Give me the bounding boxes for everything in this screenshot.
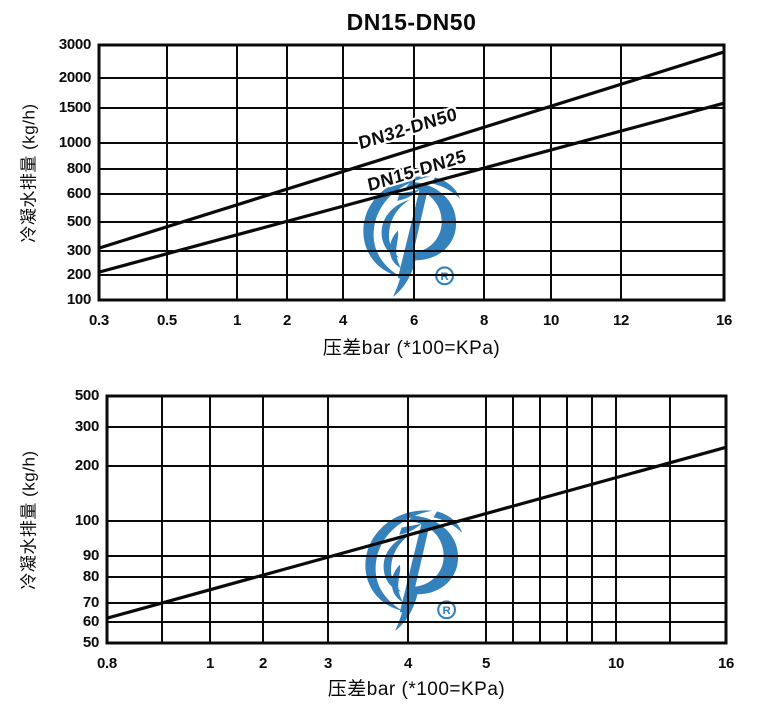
y-tick-label: 500 [74, 387, 99, 404]
x-tick-label: 1 [205, 655, 215, 672]
y-tick-label: 100 [66, 291, 91, 308]
x-axis-title-bottom: 压差bar (*100=KPa) [327, 679, 506, 700]
y-tick-label: 70 [82, 594, 99, 611]
x-tick-label: 0.5 [157, 312, 177, 329]
chart-bottom [105, 394, 728, 645]
y-tick-label: 100 [74, 512, 99, 529]
series-line-DN32-DN50 [98, 50, 725, 250]
y-tick-label: 200 [74, 457, 99, 474]
x-tick-label: 4 [338, 312, 348, 329]
y-tick-label: 60 [82, 613, 99, 630]
y-tick-label: 1000 [58, 134, 91, 151]
x-tick-label: 3 [323, 655, 333, 672]
y-tick-label: 800 [66, 160, 91, 177]
y-tick-label: 50 [82, 634, 99, 651]
y-tick-label: 1500 [58, 99, 91, 116]
plot-border [97, 43, 726, 302]
y-tick-label: 300 [74, 418, 99, 435]
x-tick-label: 12 [612, 312, 630, 329]
chart-title: DN15-DN50 [346, 9, 477, 35]
x-tick-label: 10 [607, 655, 625, 672]
x-tick-label: 4 [403, 655, 413, 672]
x-tick-label: 2 [258, 655, 268, 672]
y-tick-label: 2000 [58, 69, 91, 86]
y-tick-label: 300 [66, 242, 91, 259]
y-tick-label: 90 [82, 547, 99, 564]
y-tick-label: 500 [66, 213, 91, 230]
x-tick-label: 2 [282, 312, 292, 329]
x-tick-label: 16 [717, 655, 735, 672]
x-tick-label: 5 [481, 655, 491, 672]
x-tick-label: 6 [409, 312, 419, 329]
x-tick-label: 0.3 [89, 312, 109, 329]
y-tick-label: 200 [66, 266, 91, 283]
chart-top [97, 43, 726, 302]
x-tick-label: 8 [479, 312, 489, 329]
x-tick-label: 0.8 [97, 655, 117, 672]
x-tick-label: 10 [542, 312, 560, 329]
brand-logo-watermark [365, 510, 463, 631]
series-line-s0 [106, 445, 727, 620]
x-axis-title-top: 压差bar (*100=KPa) [322, 338, 501, 359]
y-tick-label: 3000 [58, 36, 91, 53]
series-line-DN15-DN25 [98, 101, 725, 274]
y-tick-label: 80 [82, 568, 99, 585]
y-tick-label: 600 [66, 185, 91, 202]
x-tick-label: 16 [715, 312, 733, 329]
plot-border [105, 394, 728, 645]
x-tick-label: 1 [232, 312, 242, 329]
